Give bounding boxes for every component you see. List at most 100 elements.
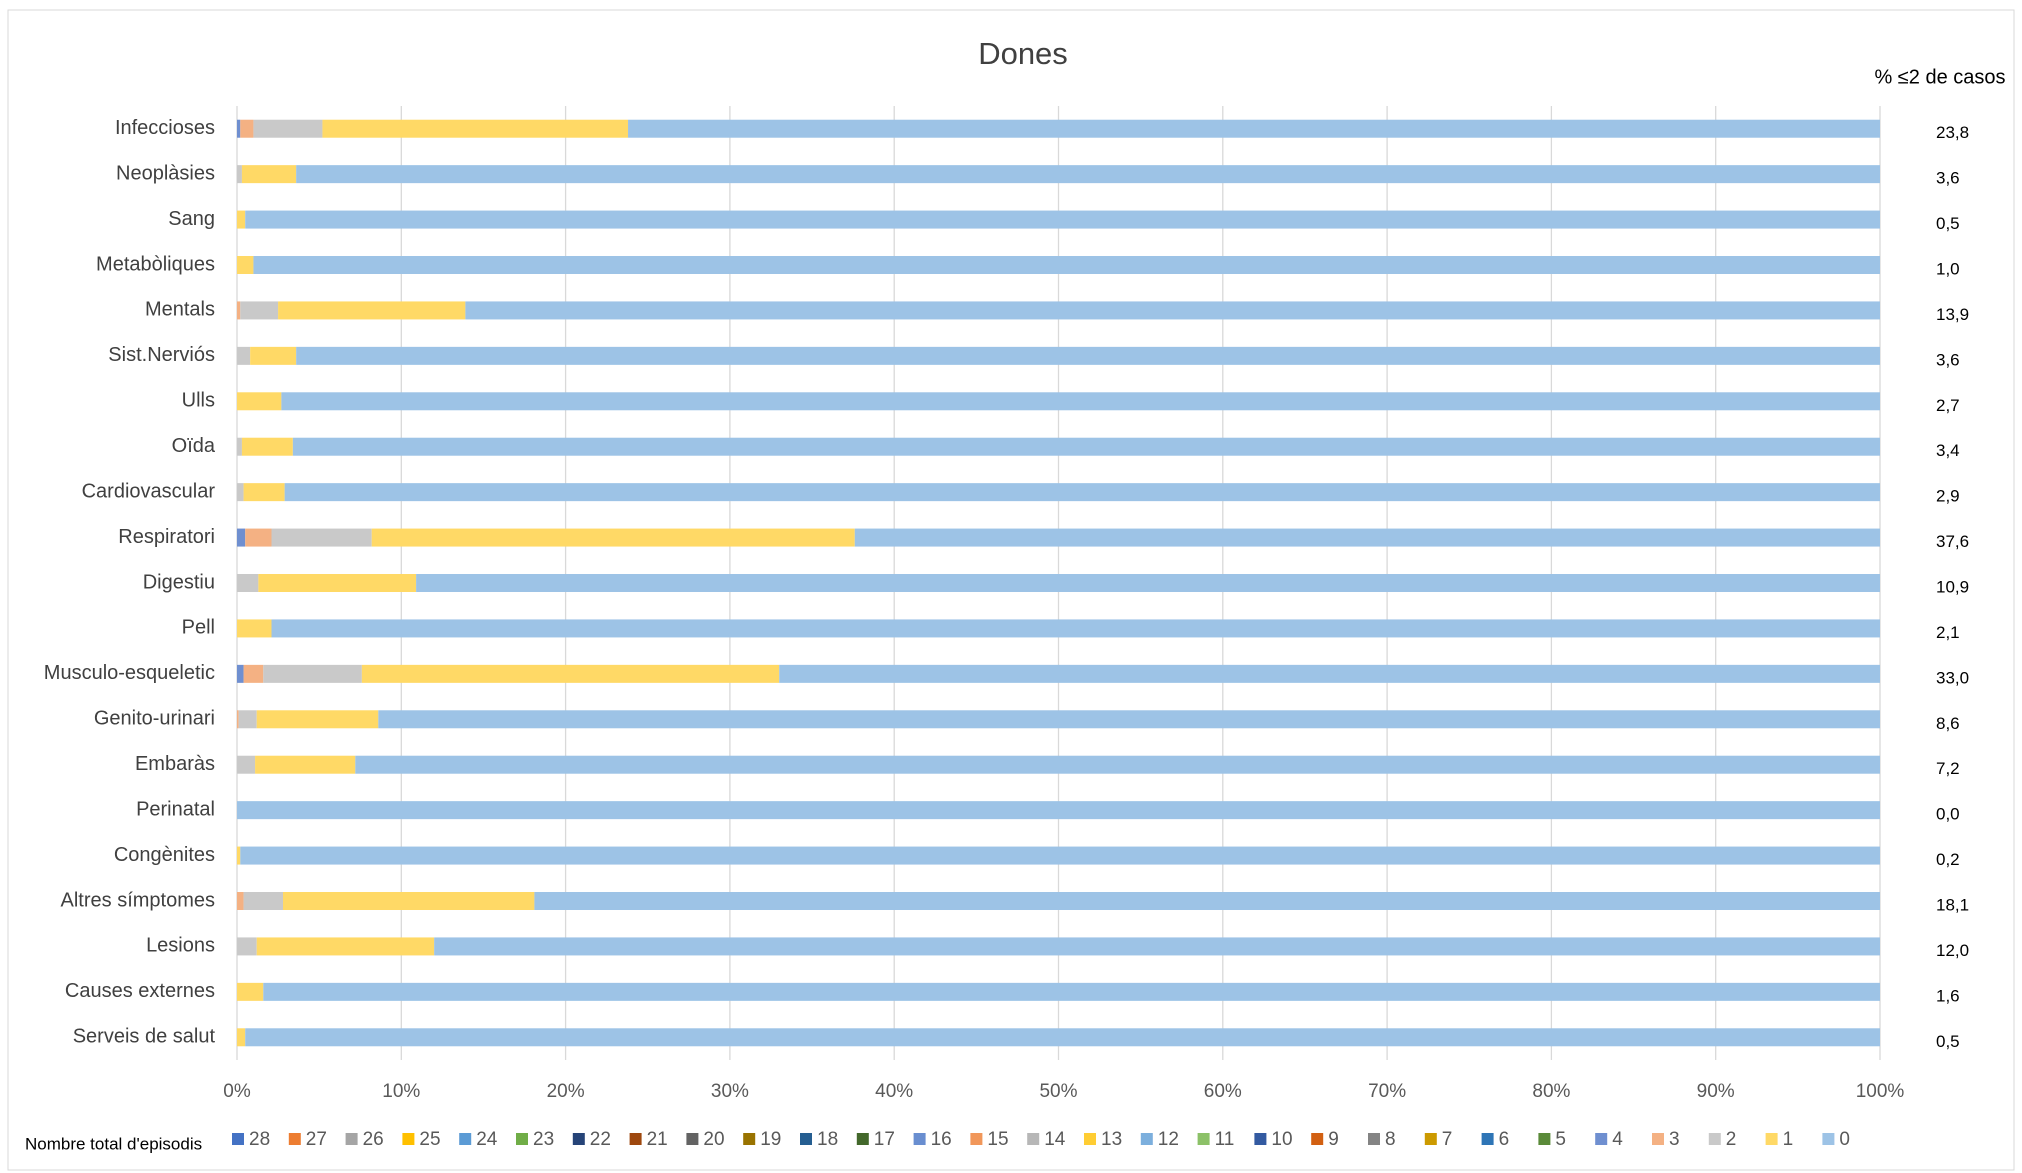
category-label: Congènites xyxy=(114,844,215,866)
legend-swatch xyxy=(686,1133,699,1145)
category-label: Serveis de salut xyxy=(73,1026,216,1048)
bar-segment xyxy=(238,710,257,729)
bar-segment xyxy=(237,210,246,229)
legend-label: 7 xyxy=(1442,1129,1453,1150)
legend-swatch xyxy=(1708,1133,1721,1145)
legend-label: 12 xyxy=(1158,1129,1179,1150)
legend-label: 9 xyxy=(1328,1129,1339,1150)
bar-segment xyxy=(241,437,293,456)
bar-segment xyxy=(263,982,1881,1001)
right-value: 33,0 xyxy=(1936,668,1969,687)
bar-segment xyxy=(245,1028,1881,1047)
right-value: 23,8 xyxy=(1936,123,1969,142)
bar-segment xyxy=(253,256,1881,274)
bar-segment xyxy=(237,1028,246,1047)
bar-segment xyxy=(243,483,285,502)
legend-swatch xyxy=(1368,1133,1380,1145)
legend-label: 22 xyxy=(590,1129,611,1150)
legend-swatch xyxy=(1765,1133,1778,1145)
legend-swatch xyxy=(1538,1133,1551,1145)
right-value: 13,9 xyxy=(1936,305,1969,324)
bar-segment xyxy=(281,392,1881,411)
bar-segment xyxy=(237,664,244,683)
bar-segment xyxy=(256,710,379,729)
legend-swatch xyxy=(743,1133,756,1145)
legend-swatch xyxy=(1595,1133,1608,1145)
legend-label: 10 xyxy=(1271,1129,1292,1150)
bar-segment xyxy=(237,528,246,547)
bar-segment xyxy=(237,256,254,274)
category-label: Digestiu xyxy=(143,571,215,593)
legend-swatch xyxy=(1140,1133,1153,1145)
legend-swatch xyxy=(1197,1133,1210,1145)
right-value: 3,6 xyxy=(1936,169,1960,188)
bar-segment xyxy=(283,892,535,910)
right-value: 2,7 xyxy=(1936,396,1960,415)
legend-swatch xyxy=(1822,1133,1835,1145)
legend-swatch xyxy=(1311,1133,1324,1145)
legend-title: Nombre total d'episodis xyxy=(25,1134,202,1153)
bar-segment xyxy=(296,165,1881,184)
bar-segment xyxy=(237,937,257,956)
bar-segment xyxy=(237,755,256,774)
bar-segment xyxy=(355,755,1880,774)
right-value: 8,6 xyxy=(1936,714,1960,733)
category-label: Sang xyxy=(168,208,215,230)
bar-segment xyxy=(237,892,244,910)
bar-segment xyxy=(237,619,272,638)
category-label: Metabòliques xyxy=(96,253,215,275)
category-label: Mentals xyxy=(145,299,215,321)
legend-label: 24 xyxy=(476,1129,498,1150)
x-tick-label: 70% xyxy=(1368,1081,1406,1102)
category-label: Pell xyxy=(182,617,215,639)
category-label: Cardiovascular xyxy=(82,480,216,502)
legend-swatch xyxy=(1424,1133,1437,1145)
right-value: 0,2 xyxy=(1936,850,1960,869)
legend-swatch xyxy=(1254,1133,1267,1145)
bar-segment xyxy=(243,892,284,910)
bar-segment xyxy=(284,483,1881,502)
legend-label: 1 xyxy=(1783,1129,1794,1150)
category-label: Infeccioses xyxy=(115,117,215,139)
bar-segment xyxy=(237,483,244,502)
legend-swatch xyxy=(1084,1133,1096,1145)
legend-swatch xyxy=(402,1133,415,1145)
x-tick-label: 10% xyxy=(382,1081,420,1102)
bar-segment xyxy=(628,119,1881,138)
bar-segment xyxy=(534,892,1880,910)
legend-label: 5 xyxy=(1555,1129,1566,1150)
x-tick-label: 0% xyxy=(223,1081,251,1102)
bar-segment xyxy=(278,301,466,320)
bar-segment xyxy=(250,346,297,365)
bar-segment xyxy=(243,664,264,683)
legend-swatch xyxy=(800,1133,812,1145)
legend-label: 17 xyxy=(874,1129,895,1150)
bar-segment xyxy=(237,165,242,184)
bar-segment xyxy=(271,528,372,547)
right-value: 3,6 xyxy=(1936,350,1960,369)
bar-segment xyxy=(271,619,1881,638)
right-value: 2,9 xyxy=(1936,487,1960,506)
bar-segment xyxy=(258,574,417,592)
x-tick-label: 40% xyxy=(875,1081,913,1102)
category-label: Lesions xyxy=(146,935,215,957)
right-column-title: % ≤2 de casos xyxy=(1874,66,2005,88)
right-value: 12,0 xyxy=(1936,941,1969,960)
bar-segment xyxy=(434,937,1880,956)
bar-segment xyxy=(854,528,1880,547)
x-tick-label: 30% xyxy=(711,1081,749,1102)
x-tick-label: 20% xyxy=(547,1081,585,1102)
legend-swatch xyxy=(1027,1133,1040,1145)
x-tick-label: 90% xyxy=(1697,1081,1735,1102)
legend-label: 23 xyxy=(533,1129,554,1150)
legend-label: 26 xyxy=(363,1129,384,1150)
category-label: Neoplàsies xyxy=(116,162,215,184)
bar-segment xyxy=(263,664,362,683)
legend-swatch xyxy=(345,1133,358,1145)
legend-swatch xyxy=(459,1133,472,1145)
legend-swatch xyxy=(516,1133,528,1145)
legend-swatch xyxy=(970,1133,983,1145)
category-label: Oïda xyxy=(172,435,216,457)
right-value: 1,0 xyxy=(1936,259,1960,278)
right-value: 0,5 xyxy=(1936,1032,1960,1051)
